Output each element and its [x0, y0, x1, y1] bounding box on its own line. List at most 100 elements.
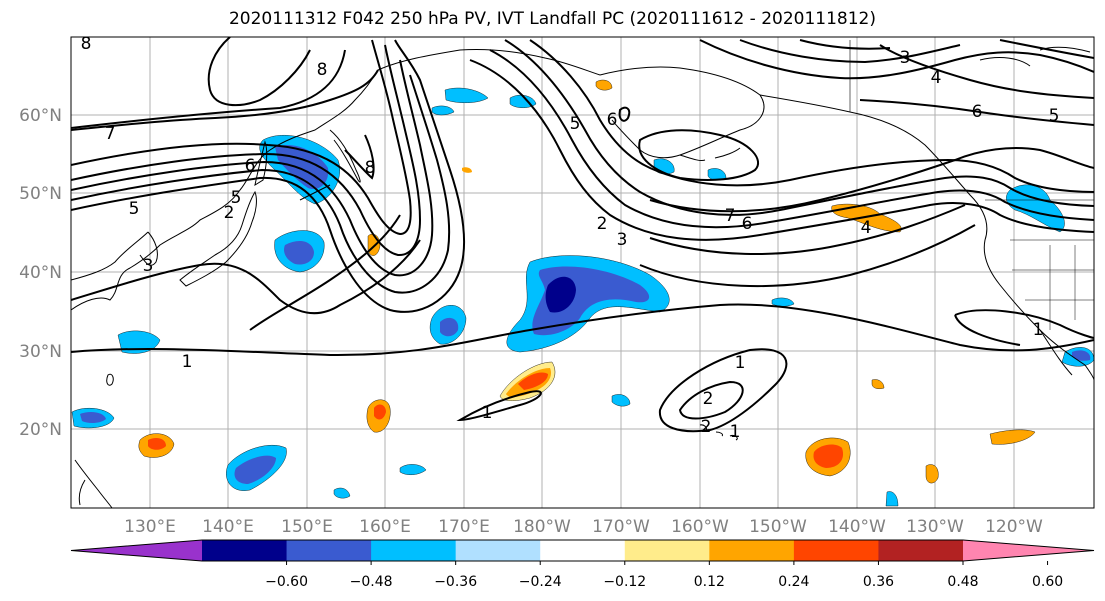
anomaly-neg: [117, 330, 161, 354]
anomaly-neg: [611, 394, 631, 407]
anomaly-neg: [1072, 350, 1091, 361]
contour-label: 7: [105, 124, 116, 144]
contour-6: [71, 69, 379, 131]
coast-aleutians: [679, 147, 741, 161]
lon-label: 150°W: [749, 517, 807, 537]
anomaly-pos: [925, 464, 939, 484]
colorbar-tick-label: −0.48: [350, 574, 393, 590]
contour-label: 5: [1049, 106, 1060, 126]
anomaly-pos: [462, 167, 472, 173]
colorbar-tick-label: −0.12: [603, 574, 646, 590]
lat-label: 20°N: [19, 420, 62, 440]
coast-russia-north: [377, 48, 601, 76]
contour-label: 5: [129, 199, 140, 219]
colorbar-segment: [878, 540, 964, 561]
contour-label: 2: [224, 203, 235, 223]
graticule: [71, 37, 1094, 508]
coast-gulf-alaska: [759, 94, 1094, 381]
latitude-labels: 60°N 50°N 40°N 30°N 20°N: [19, 106, 62, 440]
coast-taiwan: [106, 373, 114, 386]
colorbar-extend-low: [71, 540, 202, 561]
contour-ne-5: [859, 99, 1094, 126]
lat-label: 50°N: [19, 184, 62, 204]
anomaly-neg: [771, 297, 795, 307]
colorbar-extend-high: [963, 540, 1094, 561]
lon-label: 140°W: [828, 517, 886, 537]
contour-label: 3: [900, 48, 911, 68]
colorbar-tick-label: 0.60: [1032, 574, 1063, 590]
contour-1c: [954, 309, 1094, 346]
lon-label: 130°W: [906, 517, 964, 537]
lat-label: 60°N: [19, 106, 62, 126]
colorbar-segment: [202, 540, 288, 561]
anomaly-pos: [831, 203, 902, 233]
contour-label: 1: [182, 352, 193, 372]
contour-1: [71, 303, 1094, 357]
lon-label: 160°W: [671, 517, 729, 537]
contour-ne-1: [699, 39, 1094, 80]
anomaly-pos: [148, 438, 166, 450]
coast-asia: [71, 69, 379, 311]
contour-mid-1: [71, 39, 466, 313]
colorbar-segment: [709, 540, 795, 561]
anomaly-neg: [234, 455, 276, 484]
colorbar-labels: −0.60 −0.48 −0.36 −0.24 −0.12 0.12 0.24 0.36 0.4…: [265, 561, 1063, 590]
contours: [71, 37, 1094, 433]
colorbar-tick-label: 0.12: [694, 574, 725, 590]
contour-label: 1: [1033, 320, 1044, 340]
contour-7: [71, 49, 346, 129]
contour-label: 8: [365, 158, 376, 178]
colorbar-segment: [455, 540, 541, 561]
anomaly-neg: [399, 464, 427, 475]
colorbar-tick-label: 0.36: [863, 574, 894, 590]
contour-label: 5: [231, 188, 242, 208]
contour-ne-4: [879, 44, 1094, 99]
anomaly-neg: [885, 491, 899, 507]
anomaly-pos: [518, 372, 548, 390]
colorbar-tick-label: −0.60: [265, 574, 308, 590]
contour-e-6: [649, 147, 1094, 213]
anomaly-pos: [813, 444, 844, 468]
lon-label: 180°W: [513, 517, 571, 537]
contour-e-1: [469, 59, 1094, 241]
lon-label: 150°E: [281, 517, 333, 537]
contour-mid-4: [71, 44, 422, 257]
coast-philippines: [74, 459, 113, 508]
contour-e-4: [529, 39, 1094, 193]
anomaly-pos: [374, 404, 386, 420]
anomaly-neg: [440, 317, 459, 337]
anomaly-neg: [431, 105, 455, 116]
anomaly-neg: [444, 87, 489, 103]
lon-label: 170°W: [592, 517, 650, 537]
colorbar-segment: [286, 540, 372, 561]
colorbar-segment: [540, 540, 626, 561]
contour-label: 4: [931, 68, 942, 88]
colorbar-tick-label: −0.24: [519, 574, 562, 590]
colorbar-tick-label: 0.24: [778, 574, 809, 590]
anomaly-neg: [545, 276, 576, 313]
colorbar-segment: [624, 540, 710, 561]
contour-label: 3: [143, 256, 154, 276]
lon-label: 130°E: [124, 517, 176, 537]
contour-mid-2: [71, 74, 451, 294]
contour-label: 6: [607, 110, 618, 130]
anomaly-neg: [333, 487, 351, 499]
contour-label: 5: [570, 114, 581, 134]
contour-label: 1: [730, 422, 741, 442]
anomaly-pos: [595, 79, 613, 91]
contour-ne-6: [999, 39, 1094, 59]
contour-e-3: [504, 39, 1094, 216]
contour-mid-3: [71, 59, 434, 277]
lat-label: 40°N: [19, 263, 62, 283]
contour-label: 6: [742, 214, 753, 234]
lon-label: 170°E: [438, 517, 490, 537]
colorbar-tick-label: −0.36: [434, 574, 477, 590]
contour-8b: [344, 134, 375, 180]
coast-korea: [139, 231, 158, 266]
contour-label: 1: [735, 353, 746, 373]
coast-asia-inner: [71, 231, 149, 281]
contour-ne-3: [799, 39, 891, 50]
contour-2: [658, 348, 788, 433]
